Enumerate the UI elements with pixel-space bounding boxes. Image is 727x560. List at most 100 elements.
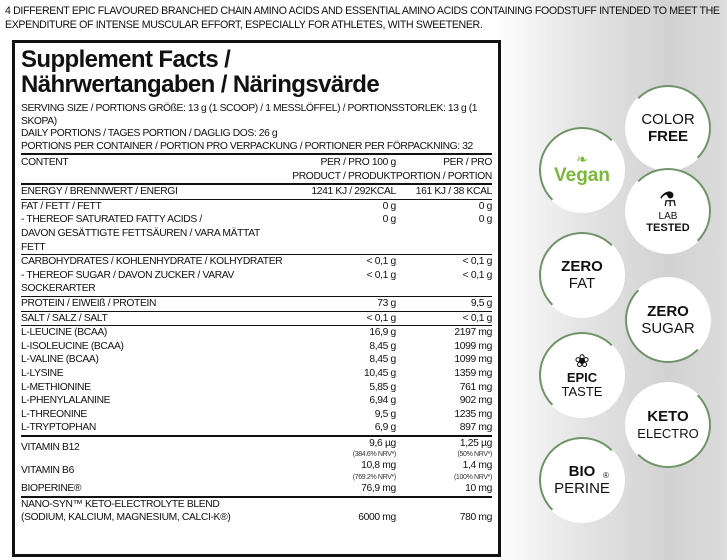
table-row: VITAMIN B12 9,6 µg (384.6% NRV*) 1,25 µg (50… xyxy=(21,435,493,460)
value-per-portion: 1359 mg xyxy=(454,367,492,379)
row-label: ENERGY / BRENNWERT / ENERGI xyxy=(21,186,178,198)
value-per-portion: 1099 mg xyxy=(454,354,492,366)
table-row: CARBOHYDRATES / KOHLENHYDRATE / KOLHYDRA… xyxy=(21,254,493,269)
row-label: VITAMIN B12 xyxy=(21,442,80,454)
value-per-portion: 761 mg xyxy=(459,381,493,393)
value-per-100g: 6,94 g xyxy=(369,395,396,407)
value-per-portion: 0 g xyxy=(478,214,493,226)
badge-keto-electro: KETO ELECTRO xyxy=(625,382,711,468)
microscope-icon: ⚗ xyxy=(659,188,677,211)
row-label: L-THREONINE xyxy=(21,408,87,420)
badge-zero-sugar: ZERO SUGAR xyxy=(625,277,711,363)
badge-lab-tested: ⚗ LAB TESTED xyxy=(625,168,711,254)
badge-bioperine: BIO PERINE ® xyxy=(539,437,625,523)
value-per-100g: 10,8 mg (769.2% NRV*) xyxy=(352,460,397,482)
badge-epic-taste: ❀ EPIC TASTE xyxy=(539,332,625,418)
header-per-portion: PER / PRO PORTION / PORTION xyxy=(395,157,492,182)
table-row: FAT / FETT / FETT 0 g 0 g xyxy=(21,199,492,213)
value-per-100g: 16,9 g xyxy=(369,327,396,339)
value-per-100g: < 0,1 g xyxy=(366,269,397,281)
row-label: SALT / SALZ / SALT xyxy=(21,312,108,324)
value-per-portion: 1235 mg xyxy=(454,408,492,420)
table-header: CONTENT PER / PRO 100 g PRODUCT / PRODUKT… xyxy=(21,154,492,184)
value-per-100g: 9,5 g xyxy=(374,408,397,420)
value-per-portion: 0 g xyxy=(478,200,493,212)
value-per-portion: 10 mg xyxy=(465,483,492,495)
value-per-portion: 1,25 µg (50% NRV*) xyxy=(457,437,493,459)
serving-info: SERVING SIZE / PORTIONS GRÖßE: 13 g (1 S… xyxy=(21,103,492,153)
value-per-portion: 161 KJ / 38 KCAL xyxy=(415,186,493,198)
row-label: - THEREOF SUGAR / DAVON ZUCKER / VARAV S… xyxy=(21,269,235,295)
row-label: L-ISOLEUCINE (BCAA) xyxy=(21,340,124,352)
badge-color-free: COLOR FREE xyxy=(625,85,711,171)
portions-per-container: PORTIONS PER CONTAINER / PORTION PRO VER… xyxy=(21,140,473,152)
table-row: L-THREONINE 9,5 g 1235 mg xyxy=(21,408,492,422)
value-per-100g: 0 g xyxy=(382,214,397,226)
table-row: BIOPERINE® 76,9 mg 10 mg xyxy=(21,482,492,497)
nutrition-table: CONTENT PER / PRO 100 g PRODUCT / PRODUKT… xyxy=(21,153,492,525)
value-per-portion: < 0,1 g xyxy=(462,269,493,281)
title-line-1: Supplement Facts / xyxy=(21,46,231,73)
badge-vegan: ❧ Vegan xyxy=(539,127,625,213)
row-label: L-TRYPTOPHAN xyxy=(21,422,96,434)
table-row: L-LYSINE 10,45 g 1359 mg xyxy=(21,367,492,381)
value-per-100g: 10,45 g xyxy=(364,367,396,379)
splash-icon: ❀ xyxy=(574,351,590,371)
title-line-2: Nährwertangaben / Näringsvärde xyxy=(21,71,380,98)
value-per-100g: 8,45 g xyxy=(369,340,396,352)
value-per-portion: 1099 mg xyxy=(454,340,492,352)
table-row: L-METHIONINE 5,85 g 761 mg xyxy=(21,381,492,395)
value-per-portion: 897 mg xyxy=(459,422,493,434)
table-row: NANO-SYN™ KETO-ELECTROLYTE BLEND (SODIUM,… xyxy=(21,496,493,525)
table-row: VITAMIN B6 10,8 mg (769.2% NRV*) 1,4 mg (100… xyxy=(21,459,492,482)
table-row: SALT / SALZ / SALT < 0,1 g < 0,1 g xyxy=(21,311,492,326)
value-per-100g: 8,45 g xyxy=(369,354,396,366)
table-row: L-LEUCINE (BCAA) 16,9 g 2197 mg xyxy=(21,325,492,340)
header-content: CONTENT xyxy=(21,157,69,168)
value-per-100g: 1241 KJ / 292KCAL xyxy=(311,186,396,198)
row-label: CARBOHYDRATES / KOHLENHYDRATE / KOLHYDRA… xyxy=(21,256,283,268)
daily-portions: DAILY PORTIONS / TAGES PORTION / DAGLIG … xyxy=(21,128,278,139)
row-label: L-PHENYLALANINE xyxy=(21,395,111,407)
value-per-100g: 73 g xyxy=(377,297,396,309)
value-per-portion: < 0,1 g xyxy=(462,312,493,324)
row-label: BIOPERINE® xyxy=(21,483,82,495)
value-per-100g: 5,85 g xyxy=(369,381,396,393)
row-label: VITAMIN B6 xyxy=(21,464,74,476)
supplement-facts-panel: Supplement Facts / Nährwertangaben / När… xyxy=(12,40,501,557)
row-label: L-LEUCINE (BCAA) xyxy=(21,327,107,339)
row-label: PROTEIN / EIWEIß / PROTEIN xyxy=(21,297,157,309)
value-per-100g: 6000 mg xyxy=(358,512,396,524)
value-per-portion: 9,5 g xyxy=(470,297,493,309)
value-per-100g: 9,6 µg (384.6% NRV*) xyxy=(352,437,397,459)
row-label: L-METHIONINE xyxy=(21,381,91,393)
table-row: L-TRYPTOPHAN 6,9 g 897 mg xyxy=(21,421,492,436)
value-per-portion: 780 mg xyxy=(459,512,493,524)
row-label: - THEREOF SATURATED FATTY ACIDS / DAVON G… xyxy=(21,214,260,253)
row-label: L-LYSINE xyxy=(21,367,64,379)
row-label: L-VALINE (BCAA) xyxy=(21,354,99,366)
value-per-100g: 76,9 mg xyxy=(361,483,396,495)
badge-zero-fat: ZERO FAT xyxy=(539,232,625,318)
value-per-100g: < 0,1 g xyxy=(366,256,397,268)
registered-mark: ® xyxy=(603,471,609,480)
table-row: L-ISOLEUCINE (BCAA) 8,45 g 1099 mg xyxy=(21,340,492,354)
header-per-100g: PER / PRO 100 g PRODUCT / PRODUKT xyxy=(292,157,396,182)
table-row: L-PHENYLALANINE 6,94 g 902 mg xyxy=(21,394,492,408)
value-per-portion: < 0,1 g xyxy=(462,256,493,268)
table-row: - THEREOF SUGAR / DAVON ZUCKER / VARAV S… xyxy=(21,269,492,297)
value-per-100g: 0 g xyxy=(382,200,397,212)
value-per-portion: 2197 mg xyxy=(454,327,492,339)
table-row: L-VALINE (BCAA) 8,45 g 1099 mg xyxy=(21,353,492,367)
panel-title: Supplement Facts / Nährwertangaben / När… xyxy=(21,47,492,97)
value-per-100g: < 0,1 g xyxy=(366,312,397,324)
table-row: PROTEIN / EIWEIß / PROTEIN 73 g 9,5 g xyxy=(21,296,492,311)
product-description: 4 DIFFERENT EPIC FLAVOURED BRANCHED CHAI… xyxy=(5,5,720,31)
row-label: FAT / FETT / FETT xyxy=(21,200,102,212)
table-row: - THEREOF SATURATED FATTY ACIDS / DAVON G… xyxy=(21,213,492,254)
row-label: NANO-SYN™ KETO-ELECTROLYTE BLEND (SODIUM,… xyxy=(21,498,231,524)
leaf-icon: ❧ xyxy=(576,151,588,167)
value-per-portion: 902 mg xyxy=(459,395,493,407)
value-per-100g: 6,9 g xyxy=(374,422,397,434)
serving-size: SERVING SIZE / PORTIONS GRÖßE: 13 g (1 S… xyxy=(21,103,478,127)
